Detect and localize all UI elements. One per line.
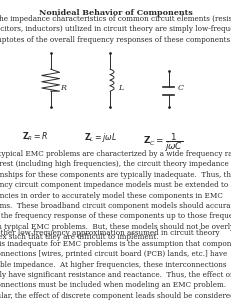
Text: $\mathbf{Z}_L = j\omega L$: $\mathbf{Z}_L = j\omega L$ (84, 131, 117, 144)
Text: Since typical EMC problems are characterized by a wide frequency range
of intere: Since typical EMC problems are character… (0, 150, 231, 241)
Text: L: L (118, 84, 124, 92)
Text: Another low frequency approximation assumed in circuit theory
which is inadequat: Another low frequency approximation assu… (0, 230, 231, 300)
Text: $\mathbf{Z}_C = \dfrac{1}{j\omega C}$: $\mathbf{Z}_C = \dfrac{1}{j\omega C}$ (143, 131, 183, 154)
Text: C: C (178, 84, 184, 92)
Text: R: R (60, 84, 66, 92)
Text: Nonideal Behavior of Components: Nonideal Behavior of Components (39, 10, 192, 17)
Text: $\mathbf{Z}_R = R$: $\mathbf{Z}_R = R$ (22, 131, 48, 143)
Text: The impedance characteristics of common circuit elements (resistors,
capacitors,: The impedance characteristics of common … (0, 15, 231, 44)
